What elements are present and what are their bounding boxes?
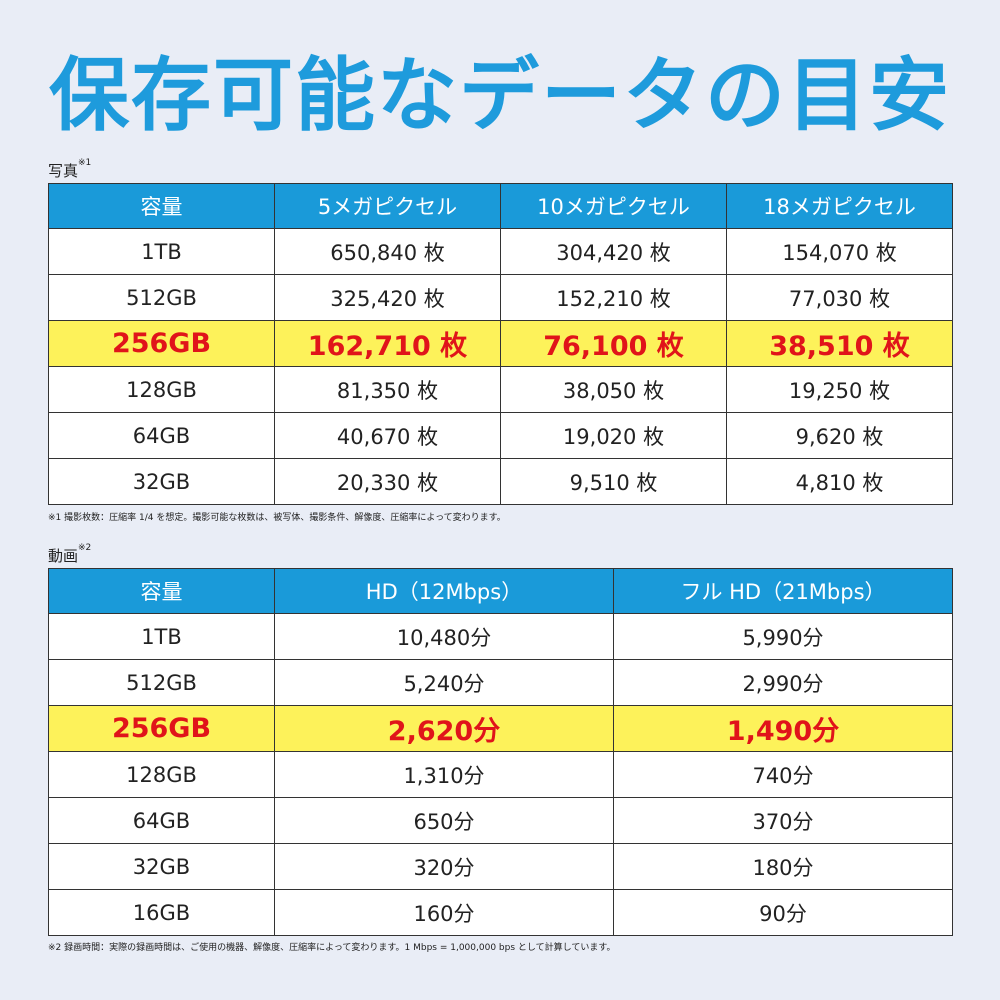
table-cell: 154,070 枚 xyxy=(726,228,953,275)
photo-label-text: 写真 xyxy=(48,162,79,180)
table-cell: 4,810 枚 xyxy=(726,458,953,505)
video-label-text: 動画 xyxy=(48,547,79,565)
header-cell: 容量 xyxy=(48,183,275,229)
photo-section-label: 写真※1 xyxy=(48,158,92,181)
table-row: 512GB 325,420 枚 152,210 枚 77,030 枚 xyxy=(48,274,953,321)
table-row: 512GB 5,240分 2,990分 xyxy=(48,659,953,706)
table-cell: 9,620 枚 xyxy=(726,412,953,459)
table-cell: 77,030 枚 xyxy=(726,274,953,321)
table-cell: 1TB xyxy=(48,228,275,275)
table-cell: 64GB xyxy=(48,797,275,844)
photo-footnote: ※1 撮影枚数：圧縮率 1/4 を想定。撮影可能な枚数は、被写体、撮影条件、解像… xyxy=(48,513,506,523)
table-cell: 64GB xyxy=(48,412,275,459)
table-row-highlighted: 256GB 162,710 枚 76,100 枚 38,510 枚 xyxy=(48,320,953,367)
video-label-mark: ※2 xyxy=(78,543,92,553)
table-row: 64GB 40,670 枚 19,020 枚 9,620 枚 xyxy=(48,412,953,459)
video-section-label: 動画※2 xyxy=(48,543,92,566)
video-capacity-table: 容量 HD（12Mbps） フル HD（21Mbps） 1TB 10,480分 … xyxy=(48,568,953,936)
table-cell: 512GB xyxy=(48,659,275,706)
header-cell: フル HD（21Mbps） xyxy=(613,568,953,614)
table-row: 32GB 320分 180分 xyxy=(48,843,953,890)
table-cell: 16GB xyxy=(48,889,275,936)
table-row: 1TB 650,840 枚 304,420 枚 154,070 枚 xyxy=(48,228,953,275)
table-cell: 20,330 枚 xyxy=(274,458,501,505)
video-footnote: ※2 録画時間：実際の録画時間は、ご使用の機器、解像度、圧縮率によって変わります… xyxy=(48,943,616,953)
header-cell: 5メガピクセル xyxy=(274,183,501,229)
photo-capacity-table: 容量 5メガピクセル 10メガピクセル 18メガピクセル 1TB 650,840… xyxy=(48,183,953,505)
table-row: 32GB 20,330 枚 9,510 枚 4,810 枚 xyxy=(48,458,953,505)
table-cell: 1,310分 xyxy=(274,751,614,798)
table-cell: 32GB xyxy=(48,843,275,890)
header-cell: 10メガピクセル xyxy=(500,183,727,229)
table-cell: 180分 xyxy=(613,843,953,890)
table-cell: 512GB xyxy=(48,274,275,321)
table-cell: 370分 xyxy=(613,797,953,844)
table-cell: 19,250 枚 xyxy=(726,366,953,413)
table-cell: 160分 xyxy=(274,889,614,936)
table-row: 128GB 81,350 枚 38,050 枚 19,250 枚 xyxy=(48,366,953,413)
table-cell: 5,990分 xyxy=(613,613,953,660)
table-cell: 256GB xyxy=(48,705,275,752)
table-cell: 128GB xyxy=(48,751,275,798)
table-cell: 19,020 枚 xyxy=(500,412,727,459)
header-cell: 容量 xyxy=(48,568,275,614)
table-cell: 32GB xyxy=(48,458,275,505)
table-cell: 2,990分 xyxy=(613,659,953,706)
table-cell: 162,710 枚 xyxy=(274,320,501,367)
table-cell: 2,620分 xyxy=(274,705,614,752)
table-cell: 128GB xyxy=(48,366,275,413)
table-cell: 9,510 枚 xyxy=(500,458,727,505)
header-cell: 18メガピクセル xyxy=(726,183,953,229)
table-row: 64GB 650分 370分 xyxy=(48,797,953,844)
table-header-row: 容量 HD（12Mbps） フル HD（21Mbps） xyxy=(48,568,953,614)
table-cell: 5,240分 xyxy=(274,659,614,706)
table-row: 16GB 160分 90分 xyxy=(48,889,953,936)
table-cell: 10,480分 xyxy=(274,613,614,660)
table-cell: 740分 xyxy=(613,751,953,798)
table-cell: 650,840 枚 xyxy=(274,228,501,275)
table-cell: 325,420 枚 xyxy=(274,274,501,321)
table-cell: 256GB xyxy=(48,320,275,367)
table-cell: 304,420 枚 xyxy=(500,228,727,275)
table-cell: 81,350 枚 xyxy=(274,366,501,413)
header-cell: HD（12Mbps） xyxy=(274,568,614,614)
photo-label-mark: ※1 xyxy=(78,158,92,168)
page-title: 保存可能なデータの目安 xyxy=(49,49,951,142)
table-row-highlighted: 256GB 2,620分 1,490分 xyxy=(48,705,953,752)
table-cell: 40,670 枚 xyxy=(274,412,501,459)
table-cell: 152,210 枚 xyxy=(500,274,727,321)
table-cell: 90分 xyxy=(613,889,953,936)
table-header-row: 容量 5メガピクセル 10メガピクセル 18メガピクセル xyxy=(48,183,953,229)
table-row: 1TB 10,480分 5,990分 xyxy=(48,613,953,660)
table-row: 128GB 1,310分 740分 xyxy=(48,751,953,798)
table-cell: 1TB xyxy=(48,613,275,660)
table-cell: 320分 xyxy=(274,843,614,890)
table-cell: 650分 xyxy=(274,797,614,844)
table-cell: 1,490分 xyxy=(613,705,953,752)
table-cell: 38,510 枚 xyxy=(726,320,953,367)
table-cell: 38,050 枚 xyxy=(500,366,727,413)
table-cell: 76,100 枚 xyxy=(500,320,727,367)
